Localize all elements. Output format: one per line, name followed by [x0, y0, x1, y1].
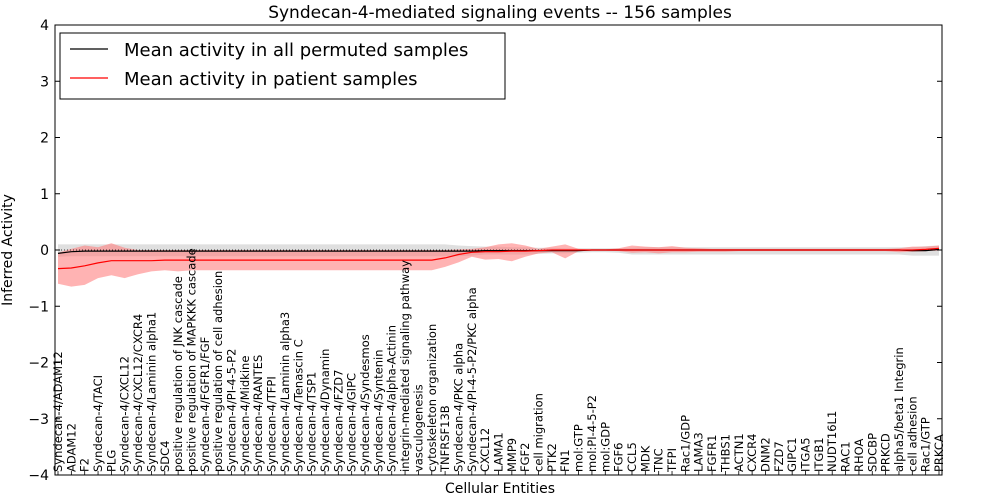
x-category-label: mol:PI-4-5-P2	[585, 395, 599, 472]
x-category-label: ADAM12	[64, 423, 78, 472]
y-tick-label: 2	[40, 131, 49, 147]
y-tick-label: 3	[40, 74, 49, 90]
x-category-label: TNC	[652, 448, 666, 473]
x-category-label: Syndecan-4/GIPC	[345, 373, 359, 472]
y-tick-label: −1	[28, 299, 49, 315]
x-category-label: Syndecan-4/CXCL12	[118, 356, 132, 472]
x-category-label: vasculogenesis	[411, 384, 425, 472]
series-lines	[57, 247, 940, 270]
x-category-label: DNM2	[759, 437, 773, 472]
x-category-label: Syndecan-4/FZD7	[331, 370, 345, 472]
patient-mean-line	[57, 247, 940, 270]
y-tick-label: −2	[28, 356, 49, 372]
legend: Mean activity in all permuted samples Me…	[59, 32, 506, 100]
x-category-label: Syndecan-4/TFPI	[265, 376, 279, 472]
x-category-label: integrin-mediated signaling pathway	[398, 260, 412, 472]
x-category-label: Syndecan-4/Laminin alpha1	[144, 312, 158, 472]
x-category-label: F2	[78, 458, 92, 472]
x-category-label: RHOA	[852, 439, 866, 472]
x-category-label: LAMA3	[692, 432, 706, 472]
x-category-label: mol:GTP	[572, 424, 586, 472]
y-tick-label: 0	[40, 243, 49, 259]
legend-box	[59, 32, 506, 100]
x-category-label: ITGA5	[799, 437, 813, 472]
x-category-label: SDCBP	[865, 433, 879, 472]
x-category-label: Syndecan-4/Laminin alpha3	[278, 312, 292, 472]
patient-band	[58, 243, 939, 287]
x-category-label: ACTN1	[732, 433, 746, 472]
legend-label-permuted: Mean activity in all permuted samples	[124, 40, 468, 61]
x-category-label: Syndecan-4/RANTES	[251, 355, 265, 472]
chart-title: Syndecan-4-mediated signaling events -- …	[268, 3, 732, 23]
x-category-label: GIPC1	[785, 437, 799, 472]
y-tick-label: −3	[28, 412, 49, 428]
x-category-label: FGF6	[612, 443, 626, 472]
x-category-label: Syndecan-4/PI-4-5-P2/PKC alpha	[465, 287, 479, 472]
x-category-label: PRKCD	[879, 433, 893, 472]
x-category-label: FZD7	[772, 441, 786, 472]
x-category-label: RAC1	[839, 441, 853, 472]
x-category-label: MMP9	[505, 438, 519, 472]
y-tick-label: 1	[40, 187, 49, 203]
x-category-label: CCL5	[625, 442, 639, 472]
y-tick-label: 4	[40, 18, 49, 34]
x-category-label: CXCR4	[745, 434, 759, 472]
x-category-label: Syndecan-4/CXCL12/CXCR4	[131, 314, 145, 472]
x-category-label: ITGB1	[812, 437, 826, 472]
x-category-label: TFPI	[665, 448, 679, 473]
y-axis-label: Inferred Activity	[0, 194, 16, 306]
x-category-label: Syndecan-4/TSP1	[305, 372, 319, 472]
x-category-label: cell migration	[532, 393, 546, 472]
x-category-label: FN1	[558, 449, 572, 472]
x-category-label: positive regulation of cell adhesion	[211, 271, 225, 472]
y-axis: −4 −3 −2 −1 0 1 2 3 4	[28, 18, 942, 484]
x-category-label: Syndecan-4/PKC alpha	[452, 343, 466, 472]
x-category-label: Syndecan-4/FGFR1/FGF	[198, 337, 212, 472]
x-category-label: Syndecan-4/Syndesmos	[358, 334, 372, 472]
x-category-label: Syndecan-4/Midkine	[238, 356, 252, 472]
legend-label-patient: Mean activity in patient samples	[124, 69, 418, 90]
x-category-label: FGFR1	[705, 435, 719, 472]
x-category-label: LAMA1	[492, 432, 506, 472]
x-category-label: alpha5/beta1 Integrin	[892, 347, 906, 472]
x-category-label: TNFRSF13B	[438, 405, 452, 473]
x-category-label: THBS1	[718, 434, 732, 473]
x-category-label: cell adhesion	[905, 396, 919, 472]
x-category-label: PTK2	[545, 443, 559, 472]
x-category-label: FGF2	[518, 443, 532, 472]
x-category-label: Syndecan-4/Dynamin	[318, 349, 332, 472]
x-category-label: MDK	[638, 445, 652, 472]
x-category-label: Syndecan-4/Tenascin C	[291, 339, 305, 472]
x-category-label: PRKCA	[932, 434, 946, 472]
x-category-label: Syndecan-4/TACI	[91, 375, 105, 472]
x-category-label: Syndecan-4/Syntenin	[371, 349, 385, 472]
x-category-label: SDC4	[158, 440, 172, 472]
x-category-label: Rac1/GTP	[919, 417, 933, 472]
x-category-label: positive regulation of JNK cascade	[171, 276, 185, 472]
x-category-label: CXCL12	[478, 428, 492, 472]
x-category-label: NUDT16L1	[825, 411, 839, 472]
x-axis-label: Cellular Entities	[445, 481, 555, 497]
x-category-label: Rac1/GDP	[678, 415, 692, 472]
x-category-label: Syndecan-4/alpha-Actinin	[385, 325, 399, 472]
x-category-label: PLG	[104, 450, 118, 472]
x-axis-category-labels: Syndecan-4/ADAM12 ADAM12 F2 Syndecan-4/TACI…	[51, 248, 946, 475]
x-category-label: positive regulation of MAPKKK cascade	[185, 248, 199, 472]
x-category-label: Syndecan-4/ADAM12	[51, 351, 65, 472]
x-category-label: cytoskeleton organization	[425, 324, 439, 472]
x-category-label: mol:GDP	[598, 422, 612, 472]
x-category-label: Syndecan-4/PI-4-5-P2	[225, 349, 239, 472]
y-tick-label: −4	[28, 468, 49, 484]
